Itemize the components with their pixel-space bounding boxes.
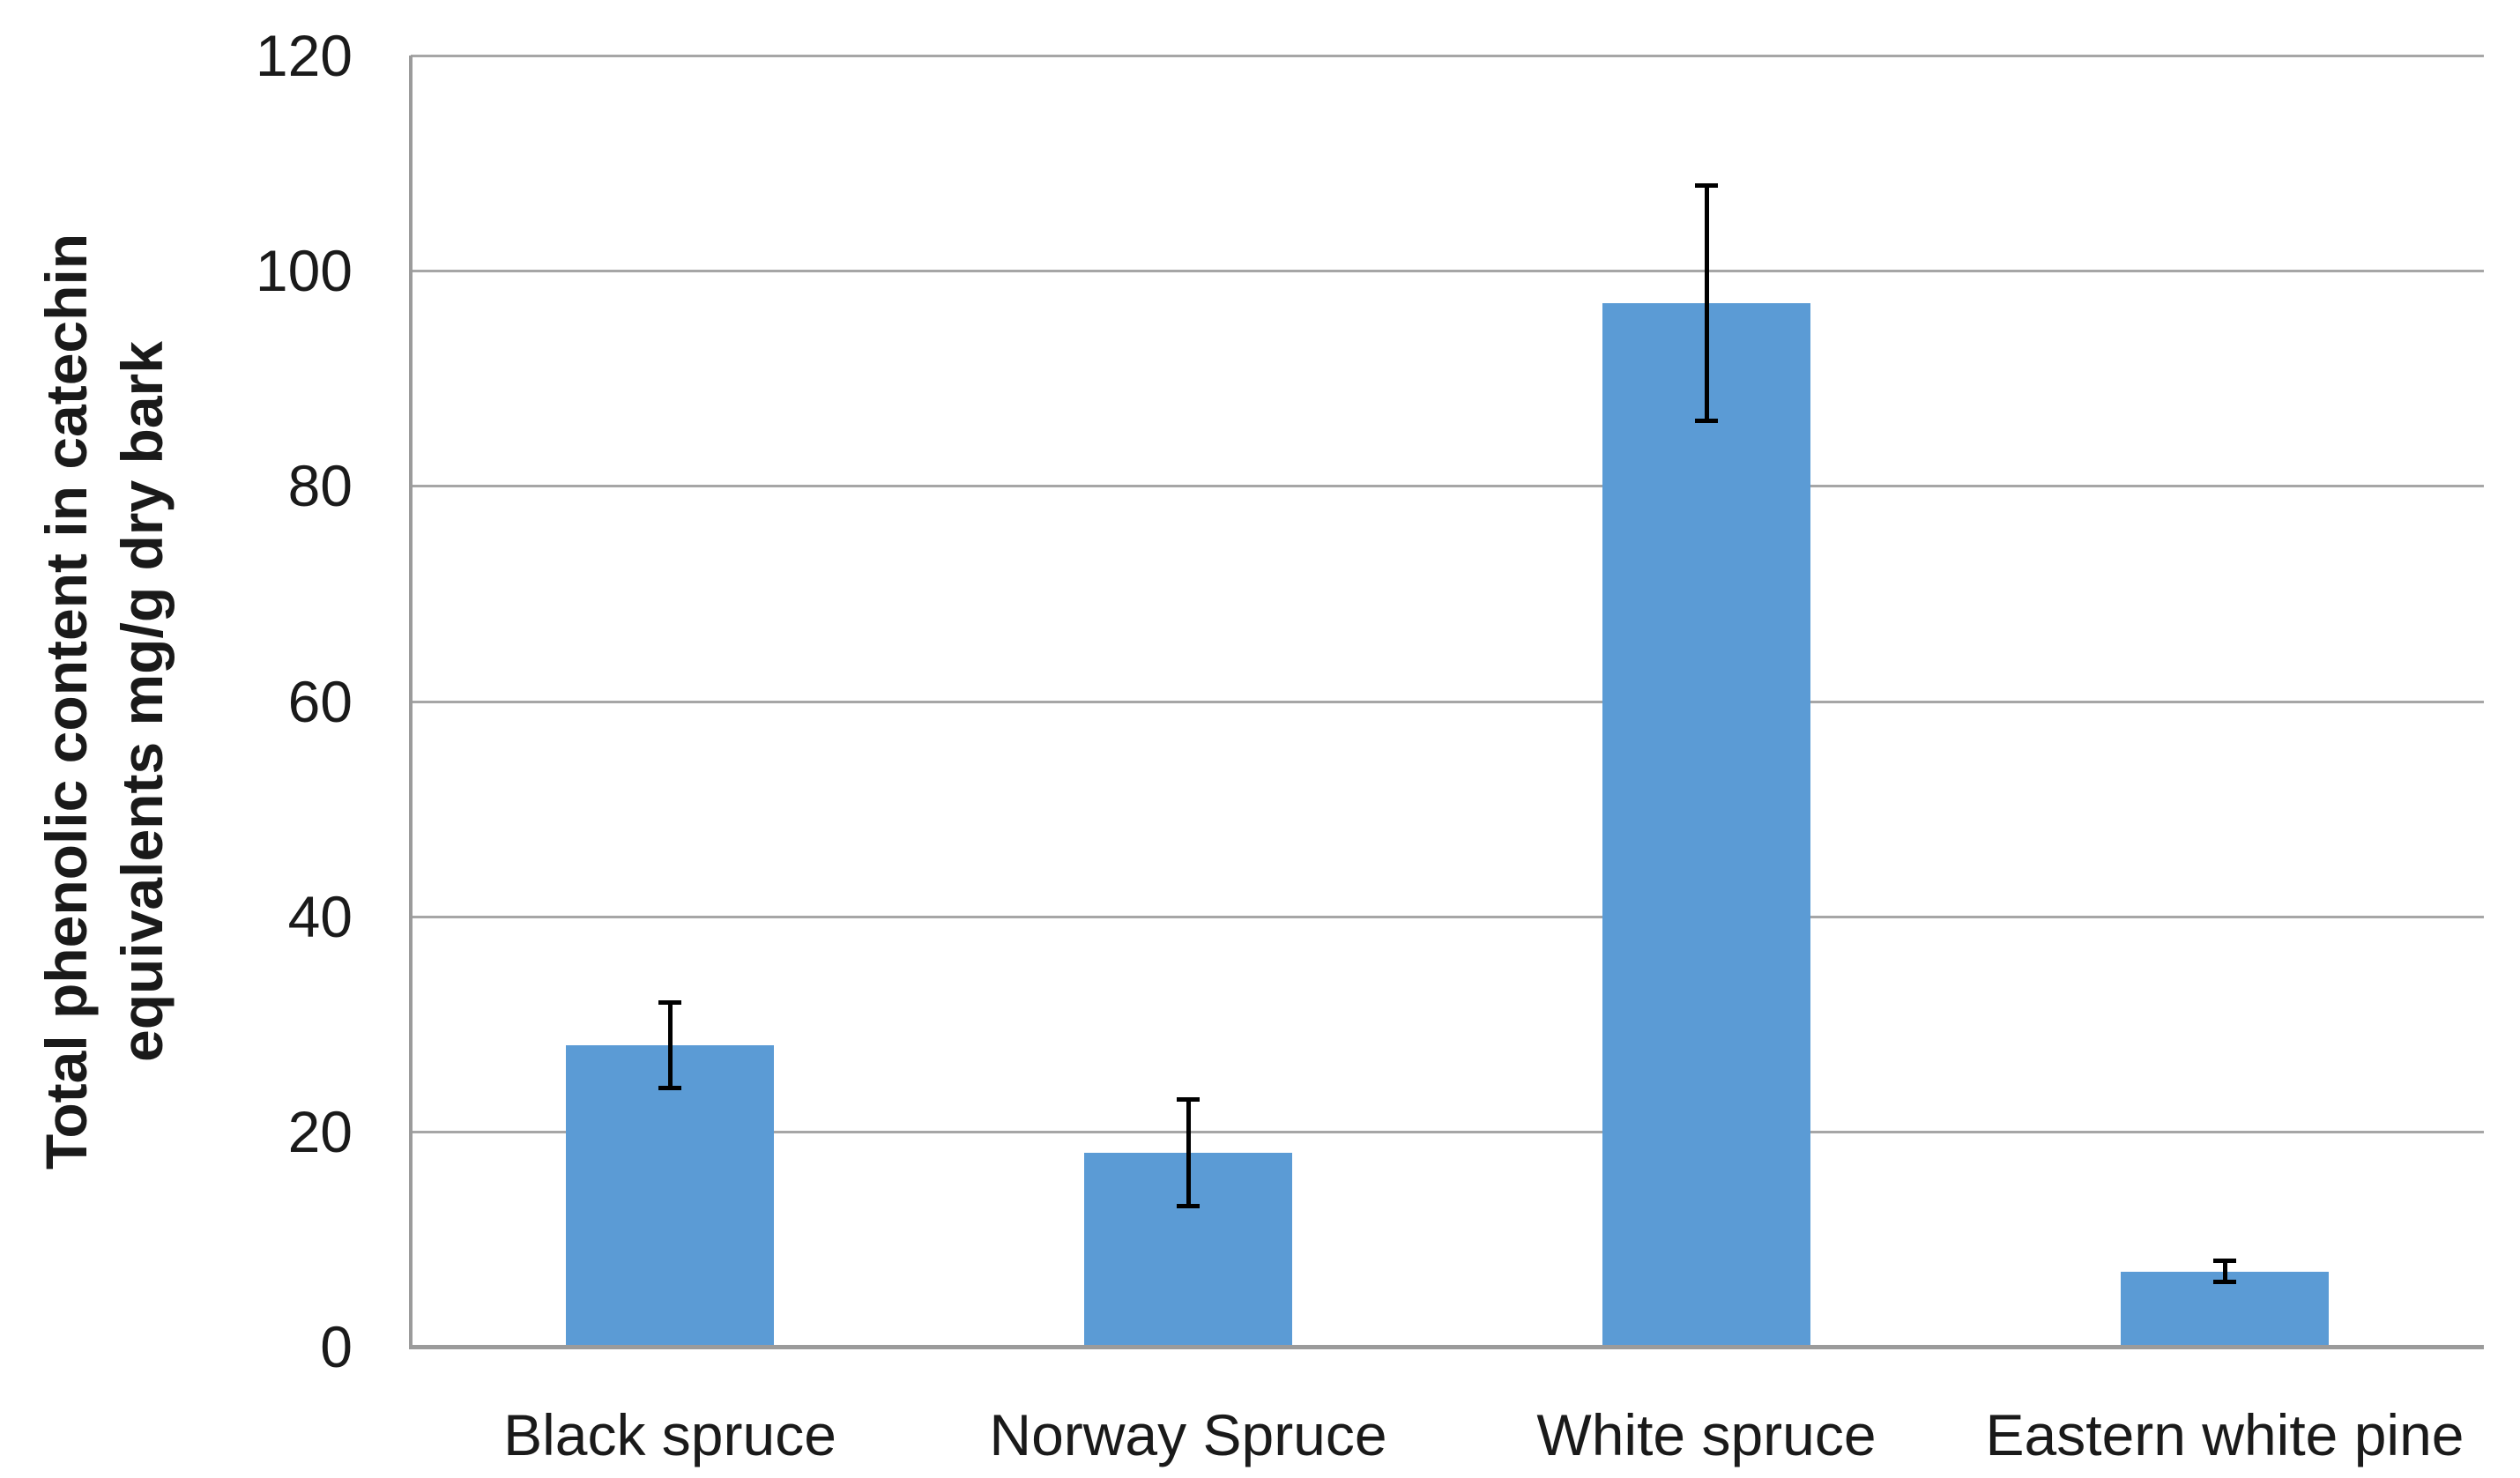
error-bar-cap-high-norway-spruce bbox=[1177, 1097, 1200, 1103]
error-bar-eastern-white-pine bbox=[2222, 1260, 2227, 1282]
y-tick-label-120: 120 bbox=[255, 23, 353, 88]
x-category-label-norway-spruce: Norway Spruce bbox=[989, 1402, 1387, 1467]
error-bar-cap-high-eastern-white-pine bbox=[2213, 1259, 2236, 1264]
y-tick-label-0: 0 bbox=[320, 1314, 353, 1379]
error-bar-cap-high-white-spruce bbox=[1695, 182, 1718, 188]
gridline-20 bbox=[411, 1130, 2484, 1133]
error-bar-white-spruce bbox=[1704, 184, 1709, 422]
x-category-label-eastern-white-pine: Eastern white pine bbox=[1985, 1402, 2464, 1467]
bar-black-spruce bbox=[566, 1045, 774, 1347]
gridline-60 bbox=[411, 700, 2484, 703]
gridline-100 bbox=[411, 270, 2484, 273]
y-tick-label-100: 100 bbox=[255, 238, 353, 304]
gridline-40 bbox=[411, 915, 2484, 918]
y-tick-label-60: 60 bbox=[287, 668, 353, 734]
error-bar-cap-low-eastern-white-pine bbox=[2213, 1279, 2236, 1284]
x-category-label-white-spruce: White spruce bbox=[1536, 1402, 1877, 1467]
y-tick-label-40: 40 bbox=[287, 883, 353, 949]
error-bar-cap-low-norway-spruce bbox=[1177, 1204, 1200, 1209]
error-bar-norway-spruce bbox=[1186, 1099, 1191, 1207]
gridline-120 bbox=[411, 55, 2484, 57]
gridline-80 bbox=[411, 485, 2484, 488]
y-tick-label-20: 20 bbox=[287, 1098, 353, 1164]
x-axis-line bbox=[409, 1345, 2484, 1349]
y-tick-label-80: 80 bbox=[287, 453, 353, 519]
error-bar-cap-high-black-spruce bbox=[658, 1000, 681, 1006]
error-bar-cap-low-white-spruce bbox=[1695, 419, 1718, 424]
y-axis-line bbox=[409, 56, 413, 1348]
bar-eastern-white-pine bbox=[2121, 1271, 2329, 1347]
bar-white-spruce bbox=[1602, 302, 1810, 1347]
error-bar-cap-low-black-spruce bbox=[658, 1086, 681, 1090]
x-category-label-black-spruce: Black spruce bbox=[503, 1402, 836, 1467]
error-bar-black-spruce bbox=[667, 1002, 673, 1088]
